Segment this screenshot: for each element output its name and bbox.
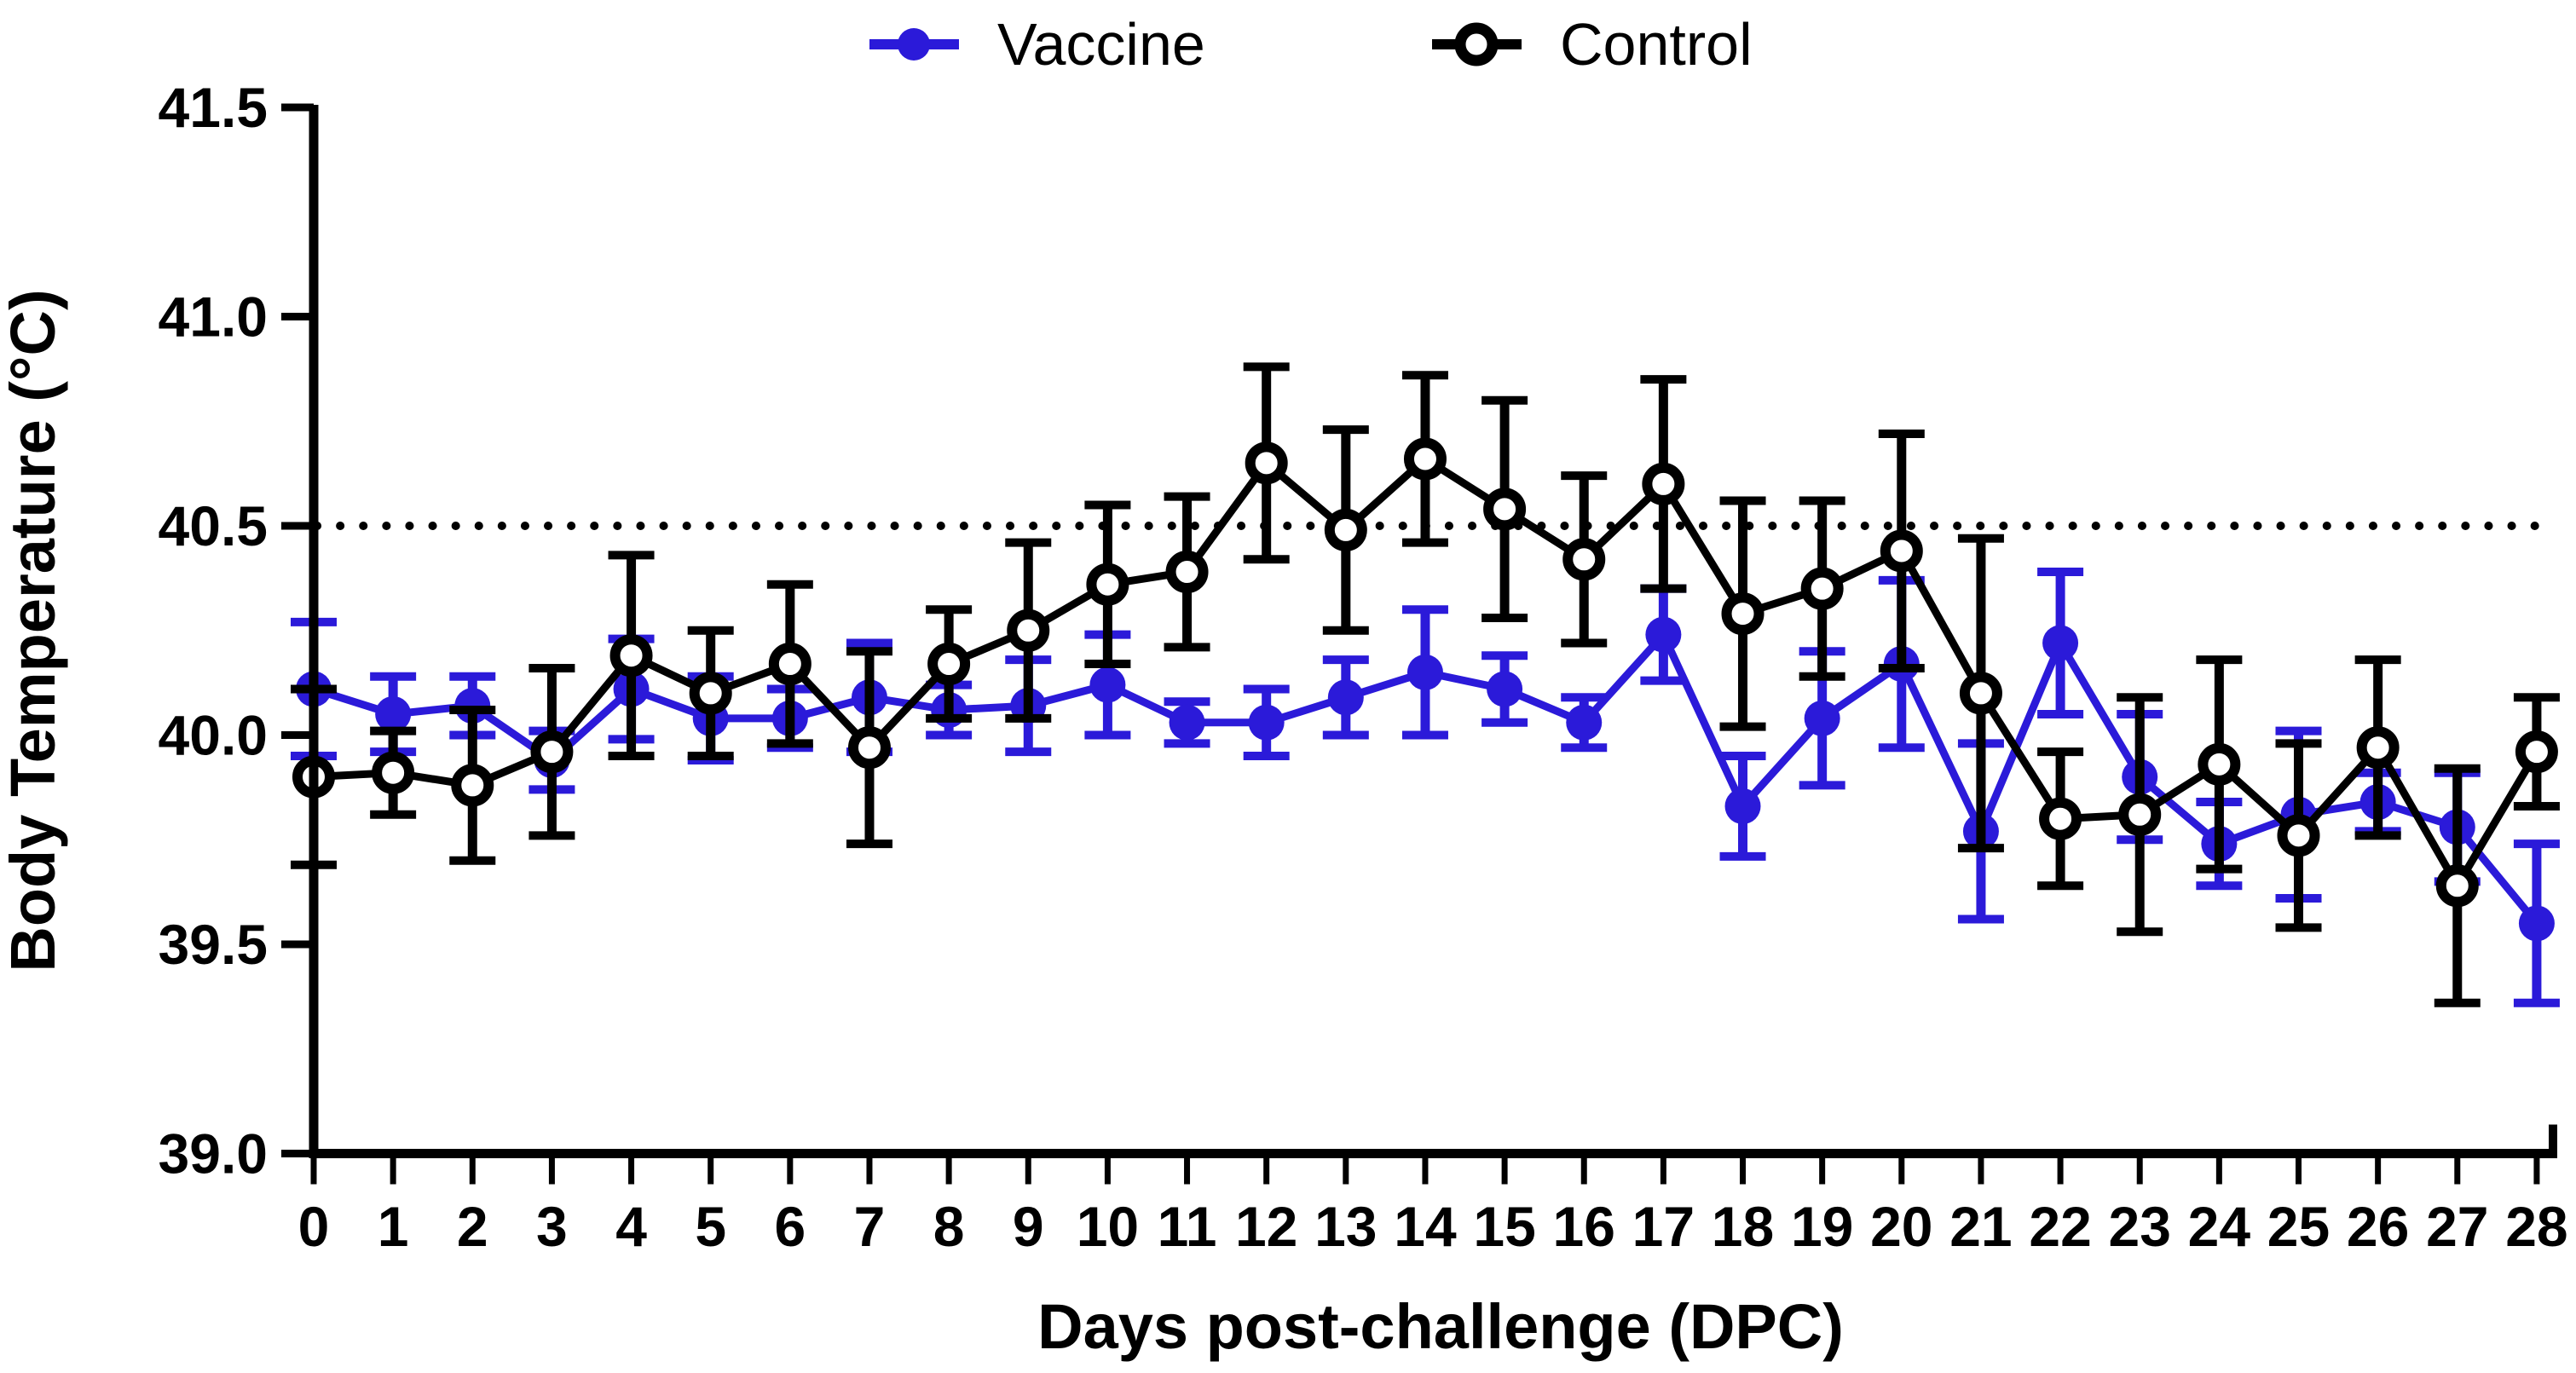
control-data-point xyxy=(847,726,891,770)
vaccine-legend-marker-icon xyxy=(898,28,930,61)
vaccine-data-point xyxy=(1327,679,1364,716)
vaccine-data-point xyxy=(1566,704,1603,741)
x-tick-label: 14 xyxy=(1394,1195,1457,1258)
legend-item-control: Control xyxy=(1432,11,1753,78)
control-data-point xyxy=(1562,538,1606,581)
control-data-point xyxy=(2515,730,2558,774)
control-data-point xyxy=(1483,487,1527,531)
y-tick-label: 41.5 xyxy=(159,76,268,139)
x-tick-label: 0 xyxy=(298,1195,330,1258)
y-tick-label: 41.0 xyxy=(159,286,268,349)
control-data-point xyxy=(1165,551,1209,594)
x-tick-label: 10 xyxy=(1077,1195,1139,1258)
control-data-point xyxy=(689,672,732,715)
control-data-point xyxy=(927,643,971,686)
control-data-point xyxy=(1324,508,1367,551)
x-tick-label: 1 xyxy=(378,1195,409,1258)
x-tick-label: 3 xyxy=(536,1195,568,1258)
x-tick-label: 21 xyxy=(1949,1195,2012,1258)
axes-layer: 39.039.540.040.541.041.50 1 2 3 4 5 6 7 8 9 10 11 12… xyxy=(159,76,2568,1258)
control-data-point xyxy=(1721,592,1765,636)
y-tick-label: 39.5 xyxy=(159,913,268,976)
x-tick-label: 24 xyxy=(2188,1195,2251,1258)
control-data-point xyxy=(2198,742,2241,786)
control-series xyxy=(291,362,2560,1007)
chart-legend: Vaccine Control xyxy=(869,11,1753,78)
series-layer xyxy=(291,362,2560,1007)
vaccine-data-point xyxy=(1645,616,1682,653)
vaccine-data-point xyxy=(1724,787,1761,824)
y-axis-title: Body Temperature (°C) xyxy=(0,289,68,972)
vaccine-data-point xyxy=(2042,625,2079,661)
x-tick-label: 23 xyxy=(2109,1195,2171,1258)
control-data-point xyxy=(1800,567,1844,610)
x-tick-label: 28 xyxy=(2505,1195,2567,1258)
control-data-point xyxy=(372,751,415,794)
x-axis-title: Days post-challenge (DPC) xyxy=(1037,1291,1844,1362)
control-data-point xyxy=(2277,814,2320,857)
vaccine-data-point xyxy=(1248,704,1285,741)
control-data-point xyxy=(530,730,574,774)
x-tick-label: 19 xyxy=(1791,1195,1853,1258)
legend-item-vaccine: Vaccine xyxy=(869,11,1205,78)
x-tick-label: 12 xyxy=(1235,1195,1297,1258)
x-tick-label: 15 xyxy=(1473,1195,1535,1258)
x-tick-label: 26 xyxy=(2347,1195,2409,1258)
legend-label-vaccine: Vaccine xyxy=(997,11,1205,78)
x-tick-label: 5 xyxy=(695,1195,726,1258)
x-tick-label: 20 xyxy=(1870,1195,1932,1258)
x-tick-label: 13 xyxy=(1314,1195,1377,1258)
vaccine-data-point xyxy=(1804,700,1840,736)
control-data-point xyxy=(2039,797,2082,840)
vaccine-data-point xyxy=(1406,654,1443,690)
x-tick-label: 22 xyxy=(2029,1195,2091,1258)
control-data-point xyxy=(609,634,653,678)
control-data-point xyxy=(2118,793,2162,836)
x-tick-label: 27 xyxy=(2426,1195,2488,1258)
x-tick-label: 2 xyxy=(457,1195,488,1258)
control-data-point xyxy=(1959,672,2002,715)
vaccine-data-point xyxy=(1487,671,1523,707)
control-data-point xyxy=(1880,529,1923,573)
vaccine-data-point xyxy=(375,695,412,732)
x-tick-label: 16 xyxy=(1553,1195,1615,1258)
x-tick-label: 18 xyxy=(1712,1195,1774,1258)
vaccine-data-point xyxy=(2518,905,2555,942)
x-tick-label: 8 xyxy=(933,1195,965,1258)
control-data-point xyxy=(2356,726,2400,770)
y-tick-label: 39.0 xyxy=(159,1122,268,1186)
y-tick-label: 40.0 xyxy=(159,704,268,767)
control-legend-marker-icon xyxy=(1454,22,1499,66)
x-tick-label: 9 xyxy=(1013,1195,1044,1258)
x-tick-label: 25 xyxy=(2267,1195,2330,1258)
control-data-point xyxy=(2435,864,2479,908)
control-data-point xyxy=(768,643,811,686)
control-data-point xyxy=(1403,437,1447,481)
x-tick-label: 7 xyxy=(854,1195,886,1258)
y-tick-label: 40.5 xyxy=(159,494,268,557)
control-data-point xyxy=(1007,609,1050,652)
control-data-point xyxy=(1642,462,1685,505)
legend-label-control: Control xyxy=(1560,11,1753,78)
x-tick-label: 11 xyxy=(1158,1195,1217,1258)
x-tick-label: 17 xyxy=(1632,1195,1695,1258)
control-data-point xyxy=(1245,441,1288,485)
control-data-point xyxy=(1086,562,1129,606)
x-tick-label: 4 xyxy=(615,1195,647,1258)
control-data-point xyxy=(451,764,494,807)
x-tick-label: 6 xyxy=(774,1195,806,1258)
vaccine-data-point xyxy=(1169,704,1205,741)
vaccine-data-point xyxy=(1089,666,1126,703)
